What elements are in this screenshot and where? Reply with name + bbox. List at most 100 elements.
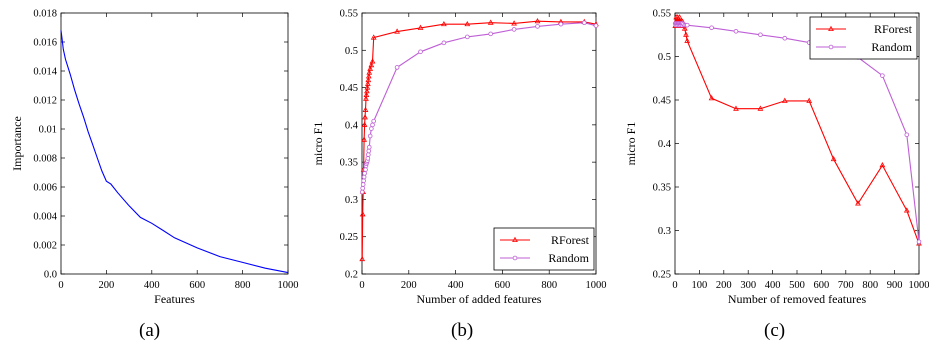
- y-axis-label: Importance: [10, 116, 24, 171]
- x-tick-label: 600: [495, 280, 511, 291]
- series-line-rforest: [361, 20, 597, 260]
- data-point: [441, 20, 447, 27]
- data-point: [360, 182, 366, 187]
- data-point: [366, 148, 372, 154]
- y-tick-label: 0.4: [345, 120, 359, 131]
- data-point: [855, 200, 861, 206]
- chart-panel-0: 0 200 400 600 800 1000 0.0 0.002 0.004 0.006 0.008…: [10, 9, 299, 307]
- panel-a-caption: (a): [139, 320, 161, 341]
- data-point: [534, 17, 541, 24]
- data-point: [362, 114, 368, 120]
- data-point: [361, 121, 368, 127]
- data-point: [364, 84, 371, 90]
- legend-label: Random: [871, 40, 912, 54]
- data-point: [464, 34, 470, 40]
- y-tick-label: 0.01: [39, 125, 57, 136]
- x-tick-label: 200: [716, 280, 732, 291]
- x-tick-label: 300: [740, 280, 756, 291]
- y-tick-label: 0.0: [44, 270, 57, 281]
- y-tick-label: 0.45: [653, 96, 671, 107]
- data-point: [904, 132, 910, 138]
- data-point: [394, 65, 400, 70]
- y-tick-label: 0.016: [33, 38, 57, 49]
- x-tick-label: 200: [99, 280, 115, 291]
- y-tick-label: 0.008: [33, 154, 57, 165]
- x-tick-label: 500: [789, 280, 805, 291]
- data-point: [361, 136, 367, 142]
- x-tick-label: 200: [401, 280, 417, 291]
- data-point: [370, 34, 377, 40]
- legend-box: [493, 227, 595, 271]
- data-point: [681, 25, 688, 31]
- panel-c-caption: (c): [764, 320, 786, 341]
- data-point: [683, 31, 689, 37]
- legend-marker: [828, 44, 834, 50]
- chart-panel-2: 0 100 200 300 400 500 600 700 800 900 1000 0.25 0.3 0…: [624, 9, 929, 307]
- data-point: [366, 69, 373, 75]
- x-axis-label: Features: [154, 292, 195, 306]
- data-point: [364, 88, 370, 94]
- x-tick-label: 400: [144, 280, 160, 291]
- data-point: [708, 95, 715, 101]
- data-point: [361, 178, 366, 184]
- legend-box: [809, 16, 918, 60]
- data-point: [684, 22, 690, 28]
- data-point: [709, 25, 714, 31]
- x-tick-label: 800: [541, 280, 557, 291]
- x-axis-label: Number of removed features: [728, 292, 867, 306]
- y-tick-label: 0.55: [340, 9, 358, 20]
- data-point: [684, 37, 691, 43]
- plot-frame: [60, 12, 289, 275]
- data-point: [365, 73, 372, 79]
- data-point: [781, 97, 788, 103]
- y-tick-label: 0.3: [345, 195, 358, 206]
- data-point: [359, 255, 366, 262]
- x-tick-label: 900: [887, 280, 903, 291]
- data-point: [733, 28, 739, 34]
- y-axis-label: micro F1: [624, 122, 638, 166]
- series-line-random: [361, 22, 597, 193]
- data-point: [757, 105, 764, 111]
- y-tick-label: 0.2: [345, 270, 358, 281]
- data-point: [359, 189, 365, 195]
- series-line-0: [60, 30, 289, 274]
- x-tick-label: 0: [672, 280, 677, 291]
- y-tick-label: 0.004: [33, 212, 57, 223]
- legend-label: Random: [548, 251, 589, 265]
- x-tick-label: 1000: [586, 280, 607, 291]
- y-tick-label: 0.4: [658, 139, 672, 150]
- data-point: [581, 20, 587, 25]
- plot-frame: [361, 12, 597, 275]
- data-point: [418, 49, 423, 55]
- x-tick-label: 1000: [909, 280, 929, 291]
- data-point: [558, 21, 564, 27]
- legend-label: RForest: [874, 22, 913, 36]
- y-tick-label: 0.55: [653, 9, 671, 20]
- data-point: [394, 28, 400, 34]
- data-point: [366, 152, 371, 157]
- chart-panel-1: 0 200 400 600 800 1000 0.2 0.25 0.3 0.35 0.4 0.45 0.…: [311, 9, 607, 307]
- data-point: [806, 97, 813, 103]
- y-tick-label: 0.5: [345, 46, 358, 57]
- x-tick-label: 600: [814, 280, 830, 291]
- x-tick-label: 800: [235, 280, 251, 291]
- data-point: [880, 73, 885, 78]
- data-point: [363, 91, 370, 98]
- x-tick-label: 0: [359, 280, 364, 291]
- data-point: [487, 19, 494, 25]
- data-point: [676, 14, 683, 20]
- y-tick-label: 0.5: [658, 52, 671, 63]
- x-tick-label: 0: [58, 280, 63, 291]
- y-tick-label: 0.25: [653, 270, 671, 281]
- data-point: [758, 32, 763, 38]
- data-point: [511, 27, 517, 32]
- y-tick-label: 0.012: [33, 96, 57, 107]
- data-point: [593, 23, 599, 28]
- y-tick-label: 0.018: [33, 9, 57, 20]
- data-point: [488, 31, 494, 37]
- x-tick-label: 100: [692, 280, 708, 291]
- x-tick-label: 700: [838, 280, 854, 291]
- data-point: [369, 58, 376, 64]
- data-point: [362, 171, 367, 176]
